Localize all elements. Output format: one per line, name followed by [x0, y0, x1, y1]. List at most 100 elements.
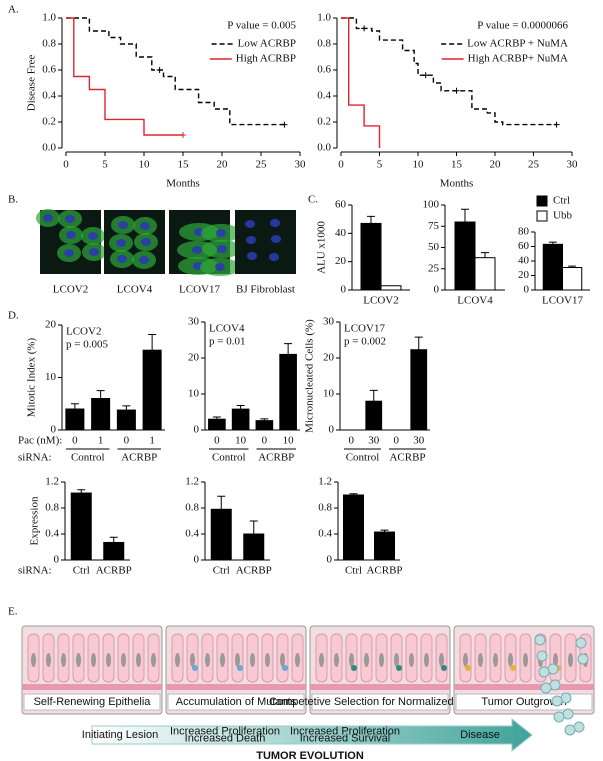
caption-box — [23, 693, 161, 711]
basement — [166, 684, 306, 690]
cell — [319, 653, 324, 667]
y-tick-label: 10 — [323, 388, 335, 400]
cell — [424, 653, 429, 667]
row-label: siRNA: — [18, 452, 52, 464]
x-tick-label: 0 — [72, 435, 78, 447]
bar — [410, 349, 428, 431]
x-tick-label: ACRBP — [236, 565, 272, 577]
y-tick-label: 1.0 — [317, 12, 331, 24]
bar — [380, 285, 402, 291]
arrow-label: Increased Death — [185, 732, 266, 744]
tumor-cell — [538, 666, 550, 678]
cell — [478, 653, 483, 667]
bar — [374, 531, 395, 561]
y-tick-label: 0 — [54, 554, 60, 566]
x-tick-label: 10 — [235, 435, 247, 447]
error-bar — [217, 495, 226, 510]
y-tick-label: 0.4 — [317, 90, 331, 102]
x-tick-label: 25 — [528, 159, 540, 171]
annotation: p = 0.005 — [66, 339, 108, 351]
cell — [190, 653, 195, 667]
annotation: LCOV2 — [66, 326, 101, 338]
y-tick-label: 1.0 — [42, 12, 56, 24]
mutant-cell — [441, 665, 447, 671]
group-label: Control — [212, 452, 246, 464]
nucleus — [118, 221, 128, 229]
x-tick-label: LCOV17 — [542, 295, 583, 307]
cell — [151, 653, 156, 667]
basement — [310, 684, 450, 690]
nucleus — [117, 255, 127, 263]
x-tick-label: 0 — [338, 159, 344, 171]
tumor-cell — [540, 682, 552, 694]
y-tick-label: 0.4 — [45, 528, 59, 540]
y-tick-label: 0.2 — [42, 116, 56, 128]
y-tick-label: 0 — [329, 424, 335, 436]
stage-caption: Tumor Outgrowth — [481, 696, 566, 708]
cell — [508, 653, 513, 667]
bar — [210, 508, 232, 561]
y-tick-label: 0.8 — [45, 502, 59, 514]
nucleus — [139, 256, 149, 264]
nucleus — [269, 253, 279, 261]
cell — [106, 653, 111, 667]
tumor-cell — [573, 721, 585, 733]
error-bar — [568, 265, 577, 268]
micrograph — [235, 210, 296, 274]
panel-label: D. — [8, 310, 19, 322]
error-bar — [369, 389, 378, 402]
tumor-cell — [547, 663, 559, 675]
x-tick-label: 30 — [413, 435, 425, 447]
y-axis-label: Expression — [29, 496, 41, 545]
bar — [474, 257, 496, 291]
image-caption: LCOV4 — [117, 284, 153, 296]
cell — [265, 653, 270, 667]
cell — [379, 653, 384, 667]
y-tick-label: 0.6 — [317, 64, 331, 76]
error-bar — [70, 403, 79, 409]
y-tick-label: 0 — [51, 424, 57, 436]
bar — [243, 533, 265, 561]
censor-mark — [422, 72, 429, 79]
image-caption: BJ Fibroblast — [236, 284, 295, 296]
bar — [142, 349, 162, 431]
y-tick-label: 1.2 — [185, 476, 199, 488]
mutant-cell — [396, 665, 402, 671]
x-tick-label: ACRBP — [366, 565, 402, 577]
tumor-cell — [562, 708, 574, 720]
y-axis-label: Mitotic Index (%) — [26, 337, 38, 417]
x-tick-label: 30 — [567, 159, 579, 171]
annotation: LCOV17 — [344, 323, 385, 335]
legend-label: Ctrl — [553, 195, 570, 207]
x-tick-label: LCOV4 — [457, 295, 493, 307]
y-tick-label: 80 — [518, 226, 530, 238]
cell — [46, 653, 51, 667]
mutant-cell — [510, 665, 516, 671]
y-tick-label: 100 — [423, 199, 440, 211]
bar — [279, 353, 297, 431]
error-bar — [236, 405, 245, 410]
tumor-cell — [549, 679, 561, 691]
tumor-cell — [553, 711, 565, 723]
mutant-cell — [282, 665, 288, 671]
cell — [121, 653, 126, 667]
bar — [70, 492, 92, 561]
caption-box — [311, 693, 449, 711]
cell — [349, 653, 354, 667]
x-tick-label: 0 — [124, 435, 130, 447]
censor-mark — [453, 87, 460, 94]
nucleus — [247, 252, 257, 260]
error-bar — [367, 215, 375, 224]
bar — [103, 541, 125, 561]
nucleus — [215, 263, 225, 271]
y-tick-label: 20 — [45, 319, 57, 331]
x-tick-label: Ctrl — [213, 565, 230, 577]
cell — [91, 653, 96, 667]
nucleus — [271, 235, 281, 243]
mutant-cell — [192, 665, 198, 671]
cell — [250, 653, 255, 667]
nucleus — [141, 238, 151, 246]
error-bar — [148, 333, 157, 351]
y-tick-label: 60 — [335, 199, 347, 211]
y-tick-label: 75 — [428, 220, 440, 232]
